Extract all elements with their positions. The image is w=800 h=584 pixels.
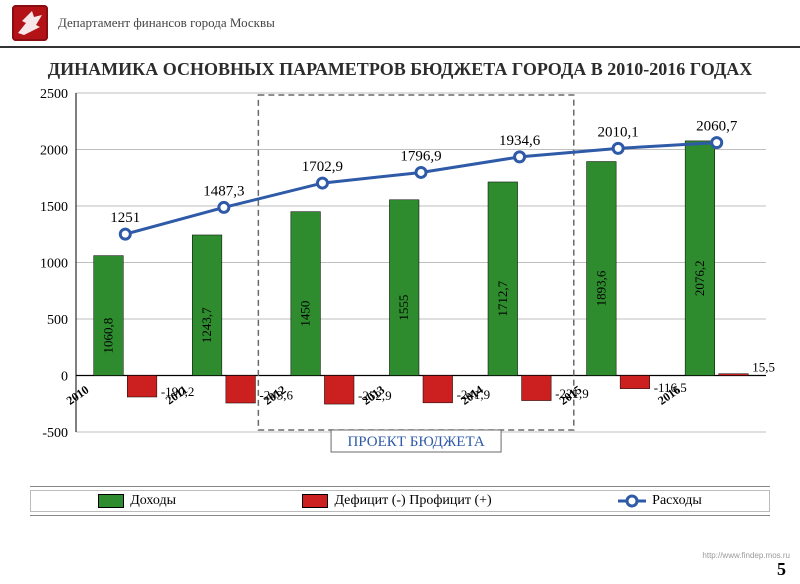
- svg-text:1450: 1450: [298, 300, 313, 326]
- svg-text:2500: 2500: [40, 87, 68, 102]
- svg-text:1487,3: 1487,3: [203, 183, 244, 199]
- legend-income: Доходы: [98, 493, 176, 509]
- svg-text:1000: 1000: [40, 256, 68, 271]
- svg-text:2000: 2000: [40, 143, 68, 158]
- page-number: 5: [777, 559, 786, 580]
- svg-text:2060,7: 2060,7: [696, 118, 738, 134]
- svg-text:2010,1: 2010,1: [598, 124, 639, 140]
- legend-expense: Расходы: [618, 493, 702, 509]
- svg-text:-500: -500: [42, 426, 68, 441]
- svg-text:1060,8: 1060,8: [101, 317, 116, 353]
- slide-title: ДИНАМИКА ОСНОВНЫХ ПАРАМЕТРОВ БЮДЖЕТА ГОР…: [0, 48, 800, 81]
- legend-expense-label: Расходы: [652, 493, 702, 509]
- svg-text:2076,2: 2076,2: [692, 260, 707, 296]
- svg-text:ПРОЕКТ БЮДЖЕТА: ПРОЕКТ БЮДЖЕТА: [347, 434, 484, 450]
- svg-text:2013: 2013: [359, 382, 387, 407]
- svg-text:2010: 2010: [64, 382, 92, 407]
- legend-deficit-swatch: [302, 494, 328, 508]
- header: Департамент финансов города Москвы: [0, 0, 800, 48]
- svg-text:500: 500: [47, 313, 68, 328]
- legend-expense-swatch: [618, 494, 646, 508]
- svg-text:0: 0: [61, 369, 68, 384]
- legend-deficit-label: Дефицит (-) Профицит (+): [334, 493, 491, 509]
- svg-text:1934,6: 1934,6: [499, 132, 541, 148]
- svg-text:1712,7: 1712,7: [495, 280, 510, 316]
- svg-text:1251: 1251: [110, 210, 140, 226]
- header-org: Департамент финансов города Москвы: [58, 15, 275, 31]
- legend-deficit: Дефицит (-) Профицит (+): [302, 493, 491, 509]
- svg-text:15,5: 15,5: [752, 359, 775, 374]
- svg-text:1893,6: 1893,6: [593, 270, 608, 306]
- svg-text:1555: 1555: [396, 294, 411, 320]
- svg-text:1702,9: 1702,9: [302, 159, 343, 175]
- legend-income-swatch: [98, 494, 124, 508]
- svg-text:1500: 1500: [40, 200, 68, 215]
- legend: Доходы Дефицит (-) Профицит (+) Расходы: [30, 486, 770, 516]
- moscow-crest-icon: [12, 5, 48, 41]
- budget-chart: -500 0 500 1000 1500 2000 2500 1060,8 1243,7 1450…: [20, 85, 780, 480]
- svg-text:1243,7: 1243,7: [199, 306, 214, 342]
- svg-text:1796,9: 1796,9: [400, 148, 441, 164]
- legend-income-label: Доходы: [130, 493, 176, 509]
